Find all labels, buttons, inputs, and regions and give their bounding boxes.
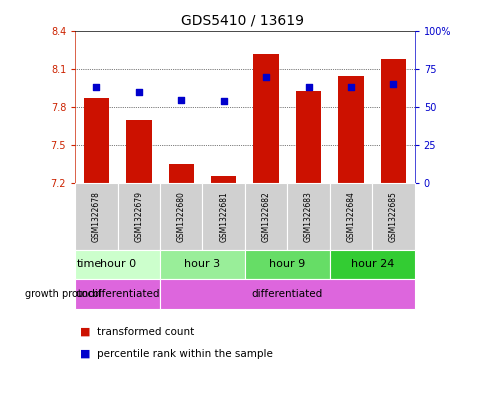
- Text: growth protocol: growth protocol: [25, 289, 102, 299]
- Text: GDS5410 / 13619: GDS5410 / 13619: [181, 14, 303, 28]
- Text: GSM1322680: GSM1322680: [176, 191, 185, 242]
- Text: percentile rank within the sample: percentile rank within the sample: [97, 349, 272, 359]
- Text: hour 9: hour 9: [269, 259, 305, 269]
- Text: GSM1322685: GSM1322685: [388, 191, 397, 242]
- Point: [177, 96, 185, 103]
- Bar: [295, 91, 320, 183]
- Text: hour 24: hour 24: [350, 259, 393, 269]
- Bar: [168, 164, 194, 183]
- Text: time: time: [76, 259, 102, 269]
- Point: [262, 73, 270, 80]
- Text: GSM1322682: GSM1322682: [261, 191, 270, 242]
- Point: [135, 89, 142, 95]
- Text: transformed count: transformed count: [97, 327, 194, 337]
- Bar: [253, 54, 278, 183]
- Bar: [83, 98, 109, 183]
- Text: undifferentiated: undifferentiated: [75, 289, 160, 299]
- Bar: [126, 120, 151, 183]
- Text: GSM1322683: GSM1322683: [303, 191, 313, 242]
- Point: [347, 84, 354, 90]
- Bar: [337, 75, 363, 183]
- Point: [92, 84, 100, 90]
- Text: GSM1322678: GSM1322678: [91, 191, 101, 242]
- Text: hour 3: hour 3: [184, 259, 220, 269]
- Text: ■: ■: [80, 349, 91, 359]
- Text: ■: ■: [80, 327, 91, 337]
- Bar: [211, 176, 236, 183]
- Bar: [380, 59, 405, 183]
- Text: GSM1322681: GSM1322681: [219, 191, 228, 242]
- Text: differentiated: differentiated: [251, 289, 322, 299]
- Point: [304, 84, 312, 90]
- Point: [389, 81, 396, 88]
- Point: [219, 98, 227, 104]
- Text: hour 0: hour 0: [99, 259, 136, 269]
- Text: GSM1322684: GSM1322684: [346, 191, 355, 242]
- Text: GSM1322679: GSM1322679: [134, 191, 143, 242]
